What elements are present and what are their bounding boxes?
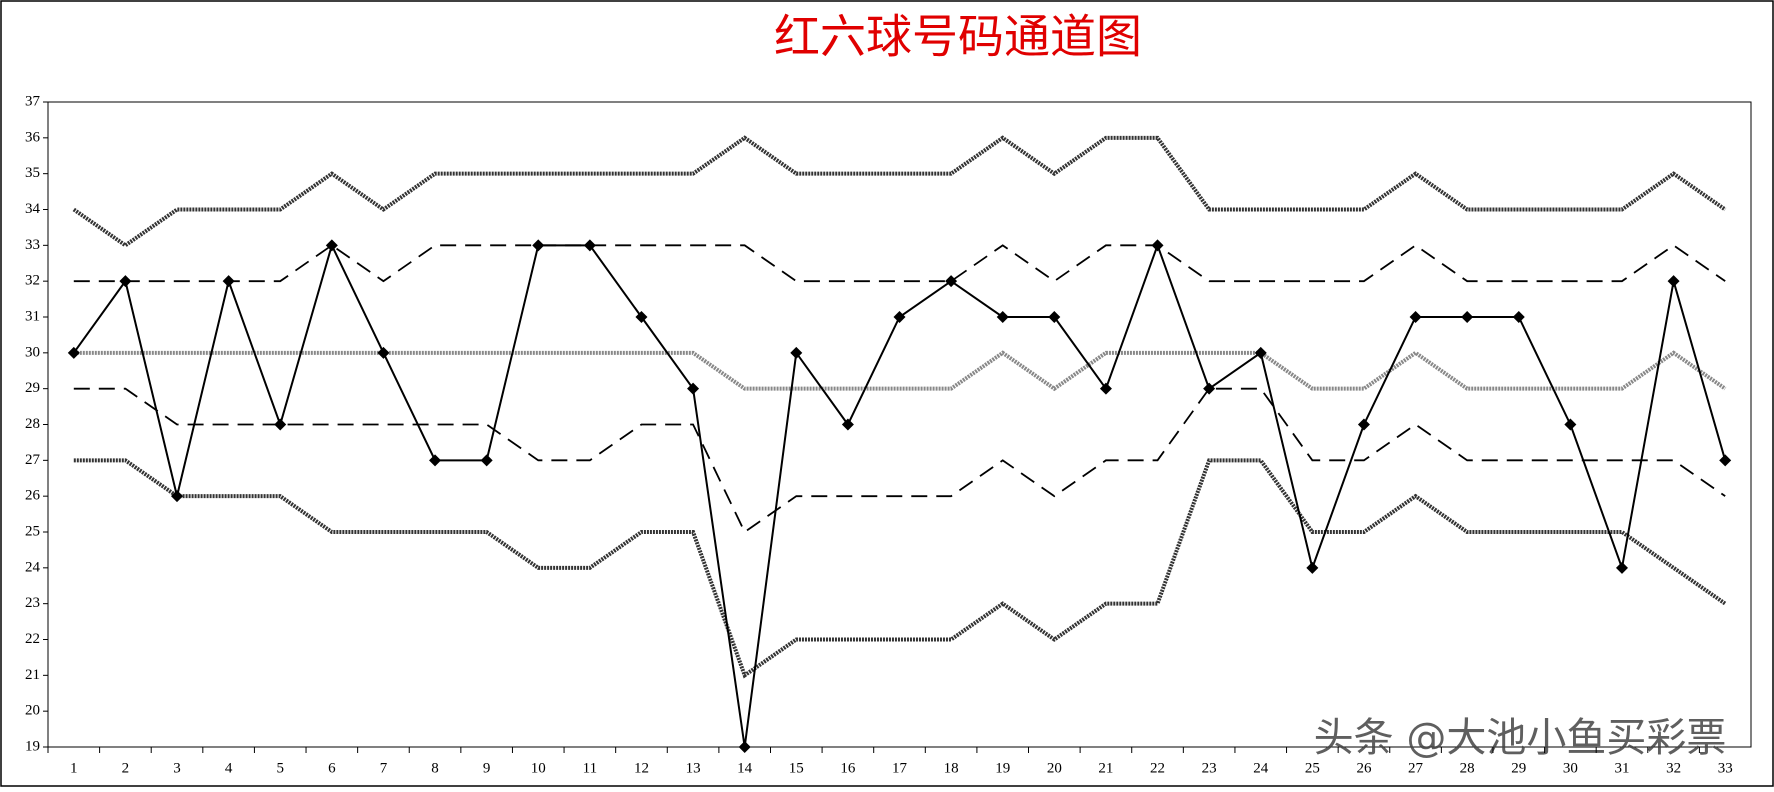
y-tick-label: 19 [25,738,40,754]
x-tick-label: 26 [1356,760,1372,776]
data-point [222,275,235,288]
data-point [1409,311,1422,323]
x-tick-label: 11 [583,760,597,776]
x-tick-label: 22 [1150,760,1165,776]
y-tick-label: 28 [25,416,40,432]
x-tick-label: 14 [737,760,753,776]
x-tick-label: 10 [531,760,546,776]
x-tick-label: 20 [1047,760,1062,776]
data-point [1099,382,1112,395]
data-point [687,382,700,395]
y-tick-label: 22 [25,631,40,647]
data-point [1667,275,1680,288]
x-tick-label: 24 [1253,760,1269,776]
x-tick-label: 8 [431,760,439,776]
data-point [274,418,287,431]
x-tick-label: 25 [1305,760,1320,776]
y-tick-label: 30 [25,344,40,360]
x-tick-label: 33 [1718,760,1733,776]
x-tick-label: 6 [328,760,336,776]
x-tick-label: 5 [276,760,284,776]
x-tick-label: 30 [1563,760,1578,776]
y-tick-label: 24 [25,559,41,575]
data-point [377,346,390,359]
x-tick-label: 23 [1202,760,1217,776]
data-point [893,311,906,323]
y-tick-label: 21 [25,667,40,683]
y-tick-label: 34 [25,201,41,217]
chart-title: 红六球号码通道图 [774,12,1142,63]
data-point [841,418,854,431]
x-tick-label: 18 [944,760,959,776]
x-tick-label: 7 [380,760,388,776]
x-tick-label: 21 [1098,760,1113,776]
y-tick-label: 26 [25,488,41,504]
y-tick-label: 35 [25,165,40,181]
y-tick-label: 29 [25,380,40,396]
data-point [738,741,751,753]
data-point [325,239,338,252]
data-point [1719,454,1732,467]
x-tick-label: 15 [789,760,804,776]
data-point [1615,561,1628,574]
y-tick-label: 27 [25,452,41,468]
x-tick-label: 12 [634,760,649,776]
series-line [73,350,1727,392]
y-tick-label: 36 [25,129,41,145]
data-point [1461,311,1474,323]
x-tick-label: 28 [1460,760,1475,776]
data-point [480,454,493,467]
y-tick-label: 31 [25,308,40,324]
data-point [429,454,442,467]
data-point [996,311,1009,323]
x-tick-label: 3 [173,760,181,776]
data-point [1357,418,1370,431]
series-line [72,135,1727,248]
x-tick-label: 9 [483,760,491,776]
x-tick-label: 17 [892,760,908,776]
data-point [790,346,803,359]
x-tick-label: 2 [122,760,130,776]
x-tick-label: 19 [995,760,1010,776]
data-point [532,239,545,252]
data-point [67,346,80,359]
x-tick-label: 29 [1511,760,1526,776]
series-line [73,387,1726,534]
data-point [1151,239,1164,252]
x-tick-label: 4 [225,760,233,776]
series-line [73,244,1726,283]
series-line [73,458,1727,679]
data-point [1254,346,1267,359]
data-point [583,239,596,252]
y-tick-label: 33 [25,237,40,253]
y-tick-label: 25 [25,523,40,539]
y-tick-label: 20 [25,703,40,719]
x-tick-label: 16 [840,760,856,776]
x-tick-label: 31 [1614,760,1629,776]
data-point [119,275,132,288]
watermark: 头条 @大池小鱼买彩票 [1314,715,1727,761]
y-tick-label: 32 [25,273,40,289]
x-tick-label: 1 [70,760,78,776]
x-tick-label: 32 [1666,760,1681,776]
y-tick-label: 37 [25,93,41,109]
data-point [171,490,184,503]
data-point [945,275,958,288]
data-point [1048,311,1061,323]
data-point [1512,311,1525,323]
data-point [1203,382,1216,395]
data-point [1306,561,1319,574]
data-point [635,311,648,323]
x-tick-label: 27 [1408,760,1424,776]
x-tick-label: 13 [686,760,701,776]
y-tick-label: 23 [25,595,40,611]
data-point [1564,418,1577,431]
